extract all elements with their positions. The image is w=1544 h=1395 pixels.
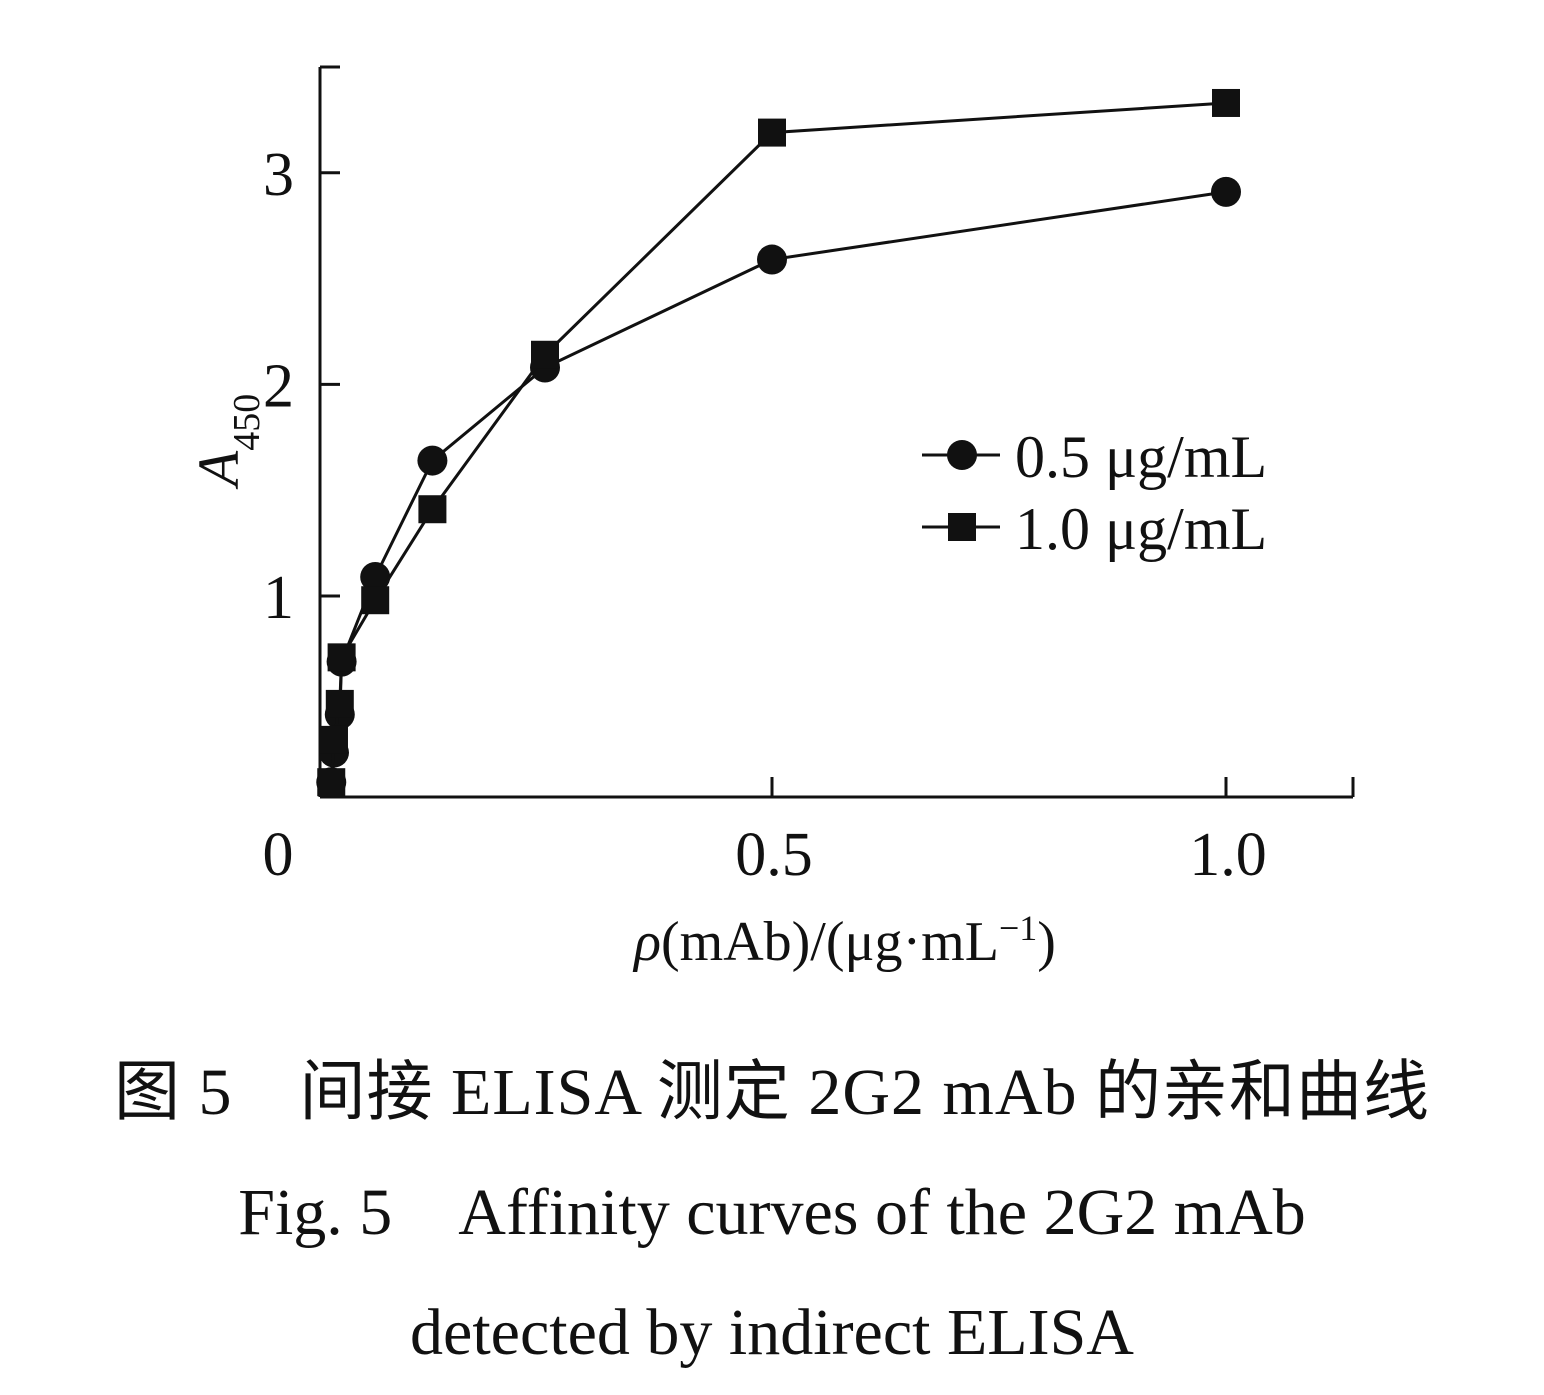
data-point [327,643,356,672]
axes [318,65,1355,799]
legend-marker [948,513,976,541]
y-tick-label: 2 [263,352,294,420]
y-tick-label: 1 [263,564,294,632]
data-point [361,586,390,615]
data-point [757,244,787,275]
y-tick-label: 3 [263,141,294,209]
caption-chinese: 图 5 间接 ELISA 测定 2G2 mAb 的亲和曲线 [114,1056,1430,1129]
data-point [317,768,346,797]
data-point [418,495,447,524]
series-2 [317,88,1240,797]
data-point [1211,176,1241,207]
data-point [531,340,559,369]
tick-labels: 1 2 3 0 0.5 1.0 [263,141,1267,889]
data-point [417,445,448,476]
series-layer [316,88,1241,798]
data-point [1212,88,1240,117]
y-axis-label: A450 [186,394,268,490]
x-axis-label: ρ(mAb)/(μg·mL−1) [632,908,1056,973]
x-tick-label: 0.5 [735,821,813,889]
data-point [319,725,348,754]
legend-label: 1.0 μg/mL [1015,496,1267,562]
legend-label: 0.5 μg/mL [1015,424,1267,490]
legend-marker [947,440,977,470]
data-point [758,118,786,147]
x-tick-label: 0 [263,821,294,889]
data-point [360,561,391,592]
data-point [325,689,354,718]
affinity-chart: 1 2 3 0 0.5 1.0 0.5 μg/mL1.0 μg/mL ρ(mAb)/(μg… [186,65,1355,973]
caption-english-line1: Fig. 5 Affinity curves of the 2G2 mAb [238,1176,1306,1249]
legend: 0.5 μg/mL1.0 μg/mL [922,424,1267,562]
caption-english-line2: detected by indirect ELISA [410,1296,1134,1369]
x-tick-label: 1.0 [1189,821,1267,889]
